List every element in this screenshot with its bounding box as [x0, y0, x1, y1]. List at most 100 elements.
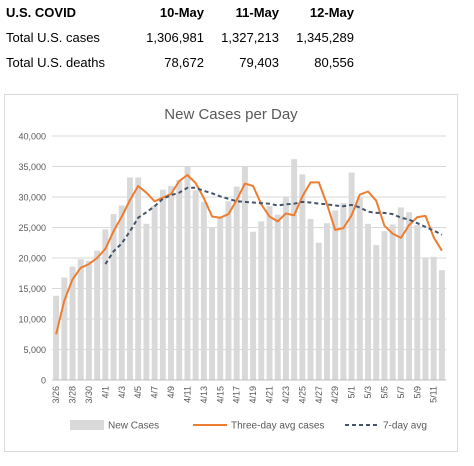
bar [102, 229, 109, 380]
bar [69, 266, 76, 380]
bar [397, 207, 404, 380]
y-tick-label: 0 [41, 376, 46, 386]
y-tick-label: 25,000 [18, 223, 46, 233]
bar [365, 223, 371, 380]
x-tick-label: 5/3 [363, 386, 373, 399]
x-tick-label: 5/5 [379, 386, 389, 399]
bar [348, 172, 355, 380]
summary-header-date: 12-May [309, 5, 354, 20]
x-tick-label: 4/23 [281, 386, 291, 404]
bar [127, 177, 133, 380]
bar [241, 166, 248, 380]
bar [159, 189, 166, 380]
bar [217, 216, 224, 380]
x-tick-label: 4/21 [265, 386, 275, 404]
x-tick-label: 4/3 [117, 386, 127, 399]
summary-header-date: 11-May [235, 5, 279, 20]
bar [438, 270, 445, 380]
gridlines [52, 135, 446, 381]
line-series [55, 174, 443, 335]
bar [135, 177, 142, 380]
bar [176, 179, 183, 380]
bar [291, 159, 298, 380]
bar [200, 201, 207, 380]
bar [233, 186, 240, 380]
bar [250, 231, 257, 380]
legend-label: 7-day avg [383, 421, 427, 432]
x-tick-label: 4/13 [199, 386, 209, 404]
summary-cell: 78,672 [164, 55, 204, 70]
bar [118, 205, 125, 380]
bar [430, 256, 437, 380]
x-tick-label: 4/7 [150, 386, 160, 399]
x-tick-label: 4/9 [166, 386, 176, 399]
chart-title: New Cases per Day [164, 106, 298, 123]
bar [61, 277, 68, 380]
series-line [104, 186, 443, 265]
summary-cell: 1,327,213 [221, 30, 279, 45]
x-axis-ticks: 3/26 3/28 3/30 4/1 4/3 4/5 4/7 4/9 4/11 4/13 4/15 4… [51, 379, 446, 404]
bar [299, 174, 306, 380]
legend: New Cases Three-day avg cases 7-day avg [70, 420, 427, 432]
new-cases-chart: New Cases per Day 0 5,000 10,000 15,000 20,0… [18, 106, 446, 432]
x-tick-label: 4/19 [248, 386, 258, 404]
x-tick-label: 3/30 [84, 386, 94, 404]
bar [168, 186, 174, 380]
legend-swatch [70, 420, 104, 430]
summary-table: U.S. COVID 10-May 11-May 12-May Total U.… [0, 0, 474, 75]
bar [340, 203, 347, 380]
x-tick-label: 5/7 [396, 386, 406, 399]
x-tick-label: 3/28 [68, 386, 78, 404]
summary-cell: 1,306,981 [146, 30, 204, 45]
summary-row-deaths: Total U.S. deaths 78,672 79,403 80,556 [0, 50, 356, 75]
x-tick-label: 5/9 [412, 386, 422, 399]
summary-header-title: U.S. COVID [6, 5, 77, 20]
x-tick-label: 4/11 [182, 386, 192, 403]
bar [184, 166, 191, 380]
x-tick-label: 5/1 [347, 386, 357, 399]
summary-row-label: Total U.S. cases [6, 30, 100, 45]
chart-container: New Cases per Day 0 5,000 10,000 15,000 20,0… [4, 94, 458, 452]
bar [192, 190, 199, 380]
series-line [55, 174, 443, 335]
x-tick-label: 3/26 [51, 386, 61, 404]
bar [151, 205, 158, 380]
bar [258, 221, 265, 380]
summary-header-date: 10-May [159, 5, 204, 20]
bar [143, 223, 150, 380]
y-tick-label: 35,000 [18, 162, 46, 172]
y-tick-label: 10,000 [18, 315, 46, 325]
bar [274, 214, 281, 380]
summary-header-row: U.S. COVID 10-May 11-May 12-May [0, 0, 356, 25]
x-tick-label: 4/5 [133, 386, 143, 399]
bar-series [53, 159, 445, 380]
x-tick-label: 5/11 [429, 386, 439, 403]
x-tick-label: 4/17 [232, 386, 242, 404]
legend-label: New Cases [108, 421, 159, 432]
bar [422, 257, 429, 380]
x-tick-label: 4/25 [297, 386, 307, 404]
y-tick-label: 5,000 [23, 345, 46, 355]
bar [381, 231, 388, 380]
bar [209, 227, 216, 380]
summary-cell: 80,556 [314, 55, 354, 70]
bar [110, 214, 117, 380]
bar [266, 206, 273, 380]
x-tick-label: 4/27 [314, 386, 324, 404]
bar [373, 245, 380, 380]
bar [332, 210, 339, 380]
bar [324, 223, 330, 380]
bar [406, 212, 413, 380]
bar [307, 218, 314, 380]
bar [94, 250, 101, 380]
y-axis-ticks: 0 5,000 10,000 15,000 20,000 25,000 30,000 35,0… [18, 132, 46, 386]
x-tick-label: 4/15 [215, 386, 225, 404]
summary-row-label: Total U.S. deaths [6, 55, 105, 70]
x-tick-label: 4/1 [100, 386, 110, 399]
bar [356, 197, 363, 380]
summary-row-cases: Total U.S. cases 1,306,981 1,327,213 1,3… [0, 25, 356, 50]
x-tick-label: 4/29 [330, 386, 340, 404]
bar [282, 197, 289, 380]
bar [414, 225, 421, 380]
y-tick-label: 20,000 [18, 254, 46, 264]
